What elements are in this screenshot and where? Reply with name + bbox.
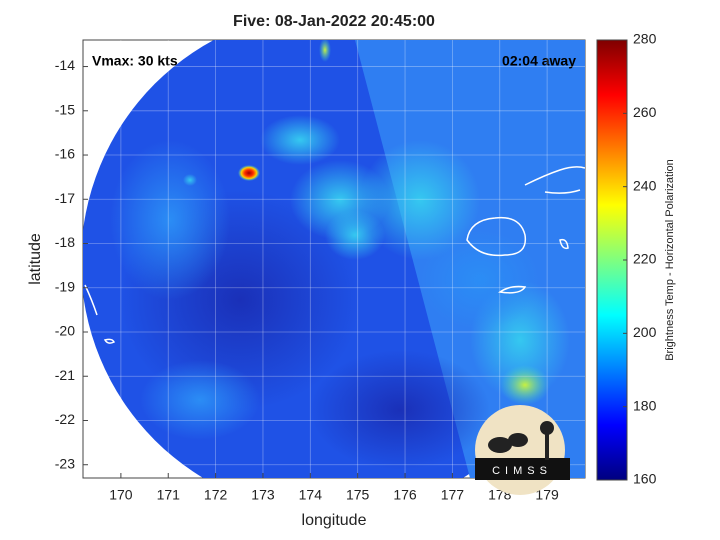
- chart-title: Five: 08-Jan-2022 20:45:00: [233, 13, 435, 30]
- colorbar: [596, 39, 628, 481]
- x-tick-label: 170: [109, 487, 133, 503]
- x-tick-label: 177: [441, 487, 465, 503]
- y-tick-label: -17: [55, 190, 75, 206]
- y-tick-label: -19: [55, 278, 75, 294]
- x-tick-label: 175: [346, 487, 370, 503]
- y-tick-label: -20: [55, 323, 75, 339]
- x-tick-label: 171: [157, 487, 181, 503]
- colorbar-tick-label: 200: [633, 324, 657, 340]
- y-tick-label: -18: [55, 234, 75, 250]
- y-axis-label: latitude: [27, 233, 44, 285]
- x-axis-label: longitude: [302, 512, 367, 529]
- y-tick-label: -21: [55, 367, 75, 383]
- x-tick-label: 176: [393, 487, 417, 503]
- colorbar-tick-label: 260: [633, 104, 657, 120]
- colorbar-label: Brightness Temp - Horizontal Polarizatio…: [664, 159, 676, 361]
- colorbar-tick-label: 180: [633, 397, 657, 413]
- x-tick-label: 172: [204, 487, 228, 503]
- annotation: Vmax: 30 kts: [92, 53, 178, 69]
- y-tick-label: -14: [55, 57, 75, 73]
- annotation: 02:04 away: [502, 53, 576, 69]
- swath: [83, 40, 585, 478]
- y-tick-label: -23: [55, 455, 75, 471]
- y-tick-label: -22: [55, 411, 75, 427]
- x-tick-label: 173: [251, 487, 275, 503]
- cimss-logo: CIMSS: [475, 405, 570, 495]
- colorbar-tick-label: 280: [633, 31, 657, 47]
- colorbar-tick-label: 240: [633, 177, 657, 193]
- y-tick-label: -16: [55, 146, 75, 162]
- logo-text: CIMSS: [492, 465, 552, 477]
- x-tick-label: 174: [299, 487, 323, 503]
- colorbar-tick-label: 160: [633, 471, 657, 487]
- colorbar-tick-label: 220: [633, 251, 657, 267]
- y-tick-label: -15: [55, 101, 75, 117]
- x-tick-label: 179: [535, 487, 559, 503]
